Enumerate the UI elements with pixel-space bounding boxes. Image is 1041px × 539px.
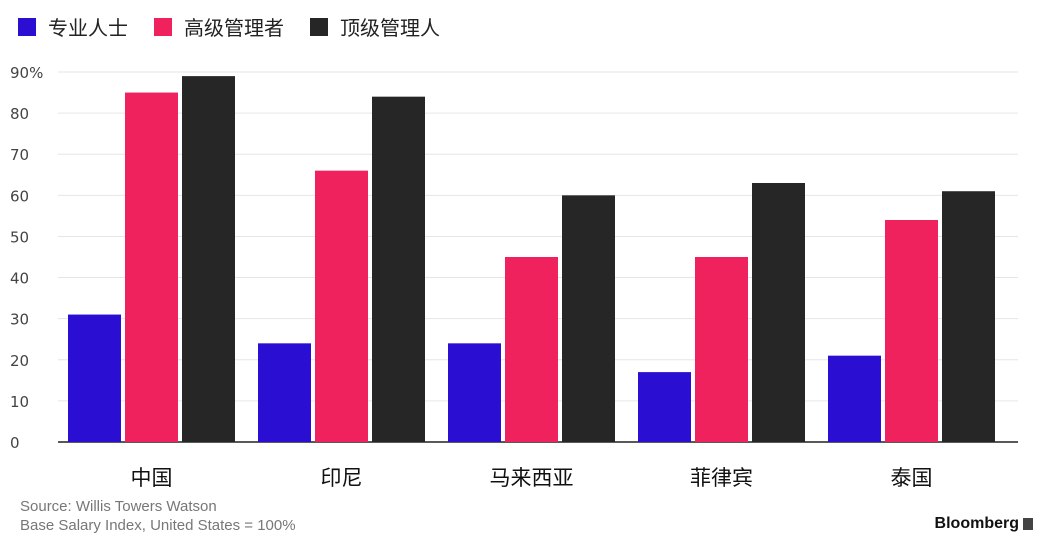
bar xyxy=(752,183,805,442)
index-note: Base Salary Index, United States = 100% xyxy=(20,517,296,534)
chart-footer: Source: Willis Towers Watson Base Salary… xyxy=(20,497,296,535)
legend-item-professionals: 专业人士 xyxy=(18,12,128,41)
y-tick-label: 70 xyxy=(10,146,29,164)
y-tick-label: 10 xyxy=(10,393,29,411)
y-tick-label: 80 xyxy=(10,105,29,123)
legend-label-top-executives: 顶级管理人 xyxy=(340,16,440,40)
bar xyxy=(638,372,691,442)
brand-name: Bloomberg xyxy=(934,515,1019,532)
bar xyxy=(885,220,938,442)
legend-label-professionals: 专业人士 xyxy=(48,16,128,40)
legend-swatch-top-executives xyxy=(310,17,328,36)
legend-swatch-professionals xyxy=(18,17,36,36)
bar xyxy=(562,195,615,442)
y-tick-label: 0 xyxy=(10,434,20,452)
x-tick-label: 印尼 xyxy=(321,466,363,490)
y-tick-label: 20 xyxy=(10,352,29,370)
y-tick-label: 60 xyxy=(10,187,29,205)
bar xyxy=(315,170,368,442)
y-tick-label: 40 xyxy=(10,270,29,288)
legend-item-senior-managers: 高级管理者 xyxy=(154,12,284,41)
y-tick-label: 50 xyxy=(10,228,29,246)
bar xyxy=(505,257,558,442)
bar xyxy=(828,355,881,442)
bar xyxy=(182,76,235,442)
x-tick-label: 泰国 xyxy=(891,466,933,490)
bar xyxy=(942,191,995,442)
bar xyxy=(68,314,121,442)
bar xyxy=(448,343,501,442)
chart-legend: 专业人士 高级管理者 顶级管理人 xyxy=(18,12,440,41)
bar xyxy=(372,96,425,443)
source-note: Source: Willis Towers Watson xyxy=(20,498,217,515)
y-tick-label: 90% xyxy=(10,64,43,82)
y-tick-label: 30 xyxy=(10,311,29,329)
legend-item-top-executives: 顶级管理人 xyxy=(310,12,440,41)
legend-swatch-senior-managers xyxy=(154,17,172,36)
bar xyxy=(258,343,311,442)
x-tick-label: 中国 xyxy=(131,466,173,490)
x-tick-label: 菲律宾 xyxy=(690,466,753,490)
brand-mark-icon xyxy=(1023,518,1033,530)
bar xyxy=(695,257,748,442)
x-tick-label: 马来西亚 xyxy=(490,466,574,490)
bloomberg-logo: Bloomberg xyxy=(935,515,1033,533)
legend-label-senior-managers: 高级管理者 xyxy=(184,16,284,40)
bar xyxy=(125,92,178,443)
